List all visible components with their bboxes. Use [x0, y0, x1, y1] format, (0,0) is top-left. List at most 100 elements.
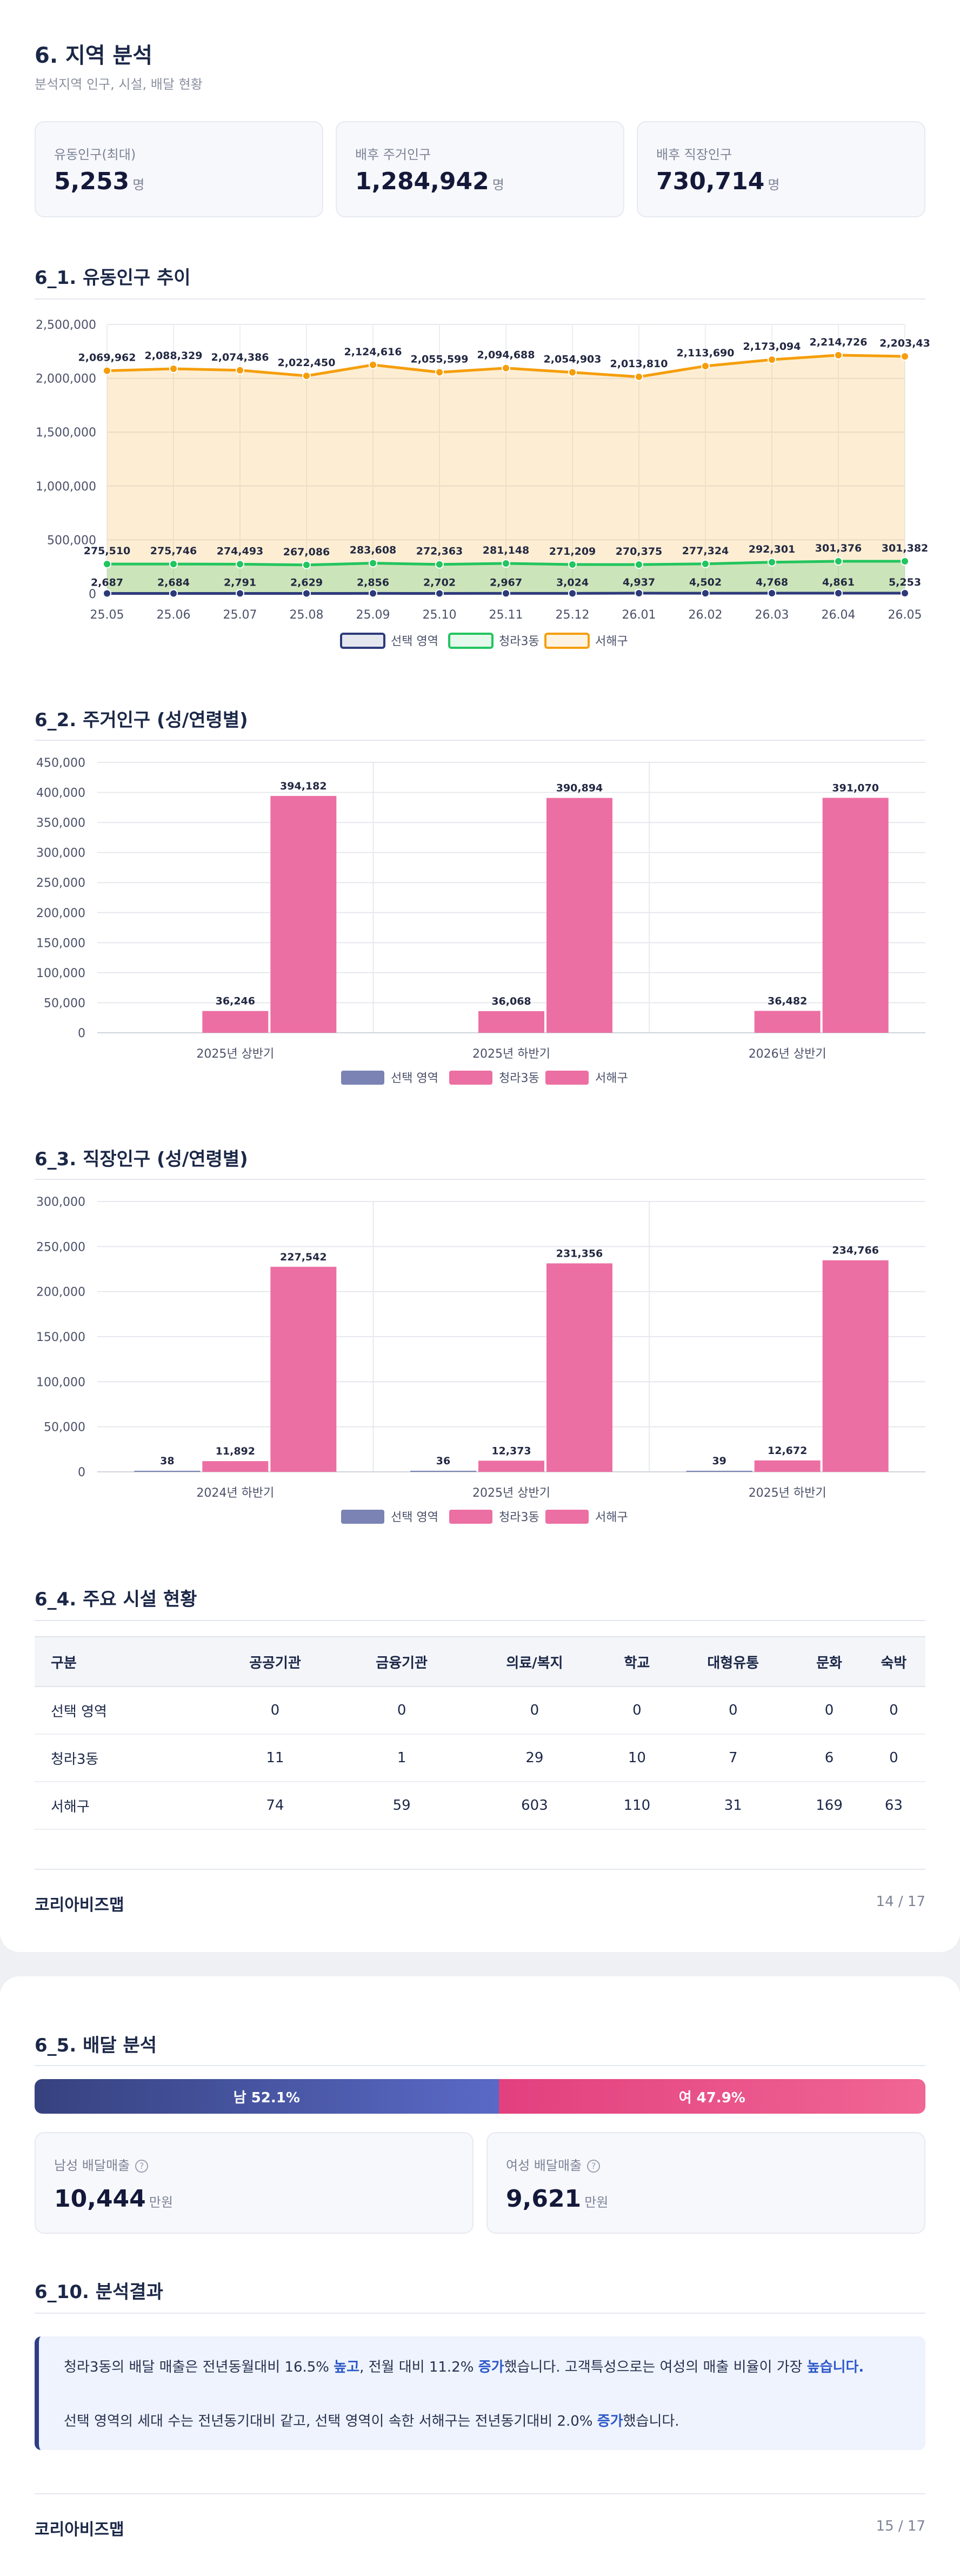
data-label: 2,124,616 [344, 346, 402, 358]
data-point [169, 364, 178, 374]
data-label: 283,608 [350, 545, 397, 556]
table-cell: 110 [604, 1782, 670, 1830]
x-tick-label: 2026년 상반기 [749, 1047, 826, 1061]
table-cell: 0 [670, 1687, 797, 1735]
data-label: 2,856 [357, 576, 389, 588]
table-cell: 0 [862, 1734, 925, 1782]
data-label: 38 [160, 1455, 174, 1467]
y-tick-label: 200,000 [36, 907, 85, 920]
legend-label: 선택 영역 [391, 635, 438, 648]
x-tick-label: 25.07 [223, 608, 257, 622]
data-label: 272,363 [416, 546, 463, 557]
y-tick-label: 2,000,000 [36, 373, 96, 386]
x-tick-label: 26.03 [755, 608, 789, 622]
facilities-table-wrap: 구분 공공기관 금융기관 의료/복지 학교 대형유통 문화 숙박 선택 영역 0… [35, 1636, 925, 1830]
residential-population-bar-chart: 0 50,000 100,000 150,000 200,000 250,000 300,0… [36, 756, 925, 1085]
table-cell: 10 [604, 1734, 670, 1782]
data-label: 36 [436, 1455, 450, 1467]
section-title-delivery: 6_5. 배달 분석 [35, 2035, 157, 2056]
bar [202, 1461, 269, 1472]
data-label: 2,791 [224, 576, 256, 588]
legend-swatch [449, 1510, 492, 1524]
bar [202, 1011, 269, 1033]
divider [35, 1869, 925, 1870]
data-label: 275,510 [84, 545, 131, 557]
table-cell: 0 [862, 1687, 925, 1735]
table-cell: 0 [796, 1687, 862, 1735]
y-tick-label: 50,000 [44, 997, 85, 1010]
data-label: 3,024 [556, 576, 589, 588]
table-header-row: 구분 공공기관 금융기관 의료/복지 학교 대형유통 문화 숙박 [35, 1636, 925, 1687]
data-point [901, 352, 909, 361]
y-tick-label: 300,000 [36, 847, 85, 860]
data-label: 391,070 [832, 782, 879, 794]
y-tick-label: 100,000 [36, 967, 85, 980]
data-label: 267,086 [283, 546, 330, 558]
table-row: 선택 영역 0 0 0 0 0 0 0 [35, 1687, 925, 1735]
data-label: 231,356 [556, 1247, 603, 1259]
workplace-population-bar-chart: 0 50,000 100,000 150,000 200,000 250,000 300,0… [36, 1196, 925, 1524]
page-title: 6. 지역 분석 [35, 43, 153, 68]
data-label: 2,687 [91, 576, 123, 588]
data-point [568, 368, 577, 377]
data-point [103, 560, 111, 569]
legend-swatch [449, 1071, 492, 1085]
analysis-result-box: 청라3동의 배달 매출은 전년동월대비 16.5% 높고, 전월 대비 11.2… [35, 2336, 925, 2450]
data-point [834, 589, 843, 598]
y-tick-label: 500,000 [47, 534, 96, 547]
legend-label: 청라3동 [499, 635, 539, 648]
data-point [635, 589, 643, 598]
bar [478, 1011, 544, 1033]
y-tick-label: 200,000 [36, 1286, 85, 1299]
kpi-value: 5,253 명 [54, 168, 145, 195]
data-point [502, 589, 510, 598]
bar [546, 798, 612, 1033]
kpi-label: 배후 직장인구 [656, 147, 732, 162]
section-title-facilities: 6_4. 주요 시설 현황 [35, 1589, 197, 1610]
kpi-value: 1,284,942 명 [355, 168, 504, 195]
data-label: 270,375 [616, 546, 663, 557]
data-label: 12,373 [491, 1445, 531, 1457]
data-label: 234,766 [832, 1245, 879, 1257]
data-point [768, 557, 776, 567]
data-label: 36,068 [491, 995, 531, 1007]
facilities-table: 구분 공공기관 금융기관 의료/복지 학교 대형유통 문화 숙박 선택 영역 0… [35, 1636, 925, 1830]
table-header: 의료/복지 [465, 1636, 604, 1687]
table-header: 숙박 [862, 1636, 925, 1687]
data-point [768, 589, 776, 598]
x-tick-label: 26.04 [822, 608, 856, 622]
legend-swatch [448, 633, 494, 649]
bar [822, 798, 889, 1033]
data-point [568, 560, 577, 569]
bar [478, 1460, 544, 1472]
data-point [369, 559, 377, 568]
male-delivery-card: 남성 배달매출? 10,444 만원 [35, 2132, 474, 2234]
table-cell: 서해구 [35, 1782, 212, 1830]
data-label: 2,702 [423, 576, 456, 588]
data-label: 301,382 [882, 542, 929, 554]
table-header: 공공기관 [211, 1636, 339, 1687]
x-tick-label: 26.02 [689, 608, 723, 622]
bar [410, 1471, 476, 1472]
data-label: 36,246 [216, 995, 255, 1007]
y-tick-label: 150,000 [36, 937, 85, 950]
data-label: 4,768 [756, 576, 788, 588]
table-cell: 0 [465, 1687, 604, 1735]
kpi-label: 유동인구(최대) [54, 147, 136, 162]
legend-swatch [341, 1510, 384, 1524]
data-point [369, 589, 377, 598]
x-tick-label: 2025년 하반기 [749, 1486, 826, 1500]
y-tick-label: 250,000 [36, 1240, 85, 1254]
y-tick-label: 250,000 [36, 877, 85, 890]
data-point [302, 589, 311, 598]
kpi-label: 배후 주거인구 [355, 147, 431, 162]
data-point [834, 556, 843, 566]
legend-label: 서해구 [595, 635, 628, 648]
section-title-workplace: 6_3. 직장인구 (성/연령별) [35, 1148, 248, 1170]
y-tick-label: 150,000 [36, 1331, 85, 1344]
help-icon[interactable]: ? [587, 2160, 601, 2173]
data-point [701, 559, 710, 568]
data-label: 2,055,599 [411, 354, 469, 366]
footer-page-number: 15 / 17 [876, 2518, 925, 2534]
help-icon[interactable]: ? [135, 2160, 149, 2173]
